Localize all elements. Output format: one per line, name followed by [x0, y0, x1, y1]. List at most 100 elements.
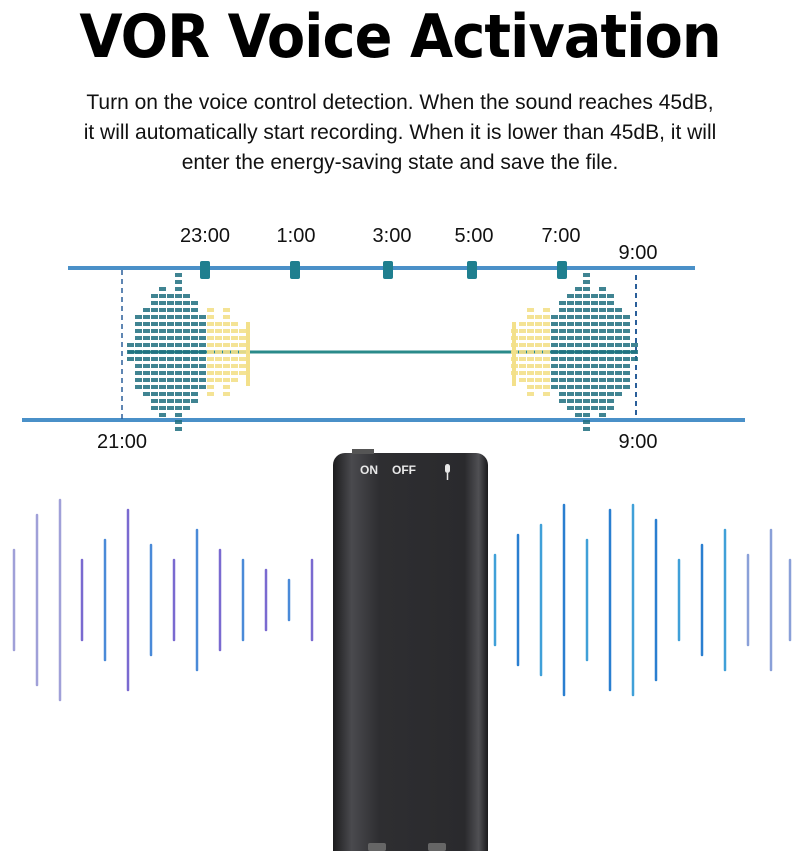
equalizer-segment [223, 357, 230, 361]
equalizer-segment [183, 308, 190, 312]
equalizer-segment [567, 308, 574, 312]
equalizer-segment [199, 378, 206, 382]
equalizer-segment [207, 357, 214, 361]
equalizer-segment [527, 378, 534, 382]
equalizer-segment [615, 378, 622, 382]
equalizer-segment [151, 371, 158, 375]
equalizer-segment [567, 322, 574, 326]
equalizer-segment [143, 378, 150, 382]
equalizer-segment [143, 322, 150, 326]
equalizer-segment [175, 350, 182, 354]
top-label: 7:00 [542, 225, 581, 247]
equalizer-segment [559, 385, 566, 389]
equalizer-segment [615, 315, 622, 319]
equalizer-segment [583, 294, 590, 298]
equalizer-segment [159, 399, 166, 403]
equalizer-segment [199, 357, 206, 361]
equalizer-segment [159, 301, 166, 305]
equalizer-segment [527, 336, 534, 340]
equalizer-segment [567, 336, 574, 340]
equalizer-segment [175, 399, 182, 403]
equalizer-segment [175, 301, 182, 305]
equalizer-segment [135, 315, 142, 319]
equalizer-segment [559, 308, 566, 312]
equalizer-segment [183, 350, 190, 354]
equalizer-segment [559, 371, 566, 375]
equalizer-segment [231, 336, 238, 340]
timeline-tick [557, 261, 567, 279]
equalizer-segment [151, 399, 158, 403]
equalizer-segment [239, 357, 246, 361]
equalizer-segment [535, 378, 542, 382]
equalizer-segment [167, 322, 174, 326]
equalizer-segment [231, 378, 238, 382]
equalizer-segment [591, 308, 598, 312]
equalizer-segment [583, 378, 590, 382]
equalizer-segment [159, 378, 166, 382]
equalizer-segment [591, 392, 598, 396]
equalizer-segment [135, 350, 142, 354]
equalizer-segment [167, 315, 174, 319]
equalizer-segment [239, 350, 246, 354]
equalizer-segment [175, 308, 182, 312]
equalizer-segment [543, 392, 550, 396]
equalizer-segment [143, 350, 150, 354]
equalizer-segment [591, 315, 598, 319]
equalizer-segment [527, 322, 534, 326]
equalizer-segment [143, 308, 150, 312]
equalizer-segment [183, 399, 190, 403]
equalizer-segment [527, 385, 534, 389]
equalizer-segment [543, 357, 550, 361]
equalizer-segment [551, 385, 558, 389]
equalizer-segment [143, 343, 150, 347]
equalizer-segment [151, 294, 158, 298]
equalizer-segment [527, 371, 534, 375]
equalizer-segment [599, 378, 606, 382]
equalizer-segment [535, 364, 542, 368]
equalizer-segment [175, 273, 182, 277]
equalizer-segment [591, 343, 598, 347]
equalizer-segment [551, 357, 558, 361]
equalizer-segment [623, 350, 630, 354]
equalizer-segment [143, 364, 150, 368]
equalizer-segment [231, 350, 238, 354]
equalizer-segment [551, 343, 558, 347]
top-label: 3:00 [373, 225, 412, 247]
equalizer-segment [175, 294, 182, 298]
equalizer-segment [159, 413, 166, 417]
equalizer-segment [543, 343, 550, 347]
equalizer-segment [183, 322, 190, 326]
equalizer-segment [591, 329, 598, 333]
equalizer-segment [127, 350, 134, 354]
equalizer-segment [559, 343, 566, 347]
equalizer-segment [591, 336, 598, 340]
equalizer-segment [535, 343, 542, 347]
equalizer-segment [591, 301, 598, 305]
equalizer-segment [223, 371, 230, 375]
equalizer-segment [551, 315, 558, 319]
equalizer-segment [135, 322, 142, 326]
equalizer-segment [607, 392, 614, 396]
equalizer-segment [591, 350, 598, 354]
equalizer-segment [143, 392, 150, 396]
equalizer-segment [151, 357, 158, 361]
equalizer-segment [519, 336, 526, 340]
equalizer-segment [591, 378, 598, 382]
equalizer-segment [583, 329, 590, 333]
equalizer-segment [615, 308, 622, 312]
equalizer-segment [607, 336, 614, 340]
equalizer-segment [183, 371, 190, 375]
equalizer-segment [151, 301, 158, 305]
equalizer-segment [175, 427, 182, 431]
equalizer-segment [159, 329, 166, 333]
equalizer-segment [591, 322, 598, 326]
equalizer-segment [167, 399, 174, 403]
equalizer-segment [599, 315, 606, 319]
equalizer-segment [199, 385, 206, 389]
equalizer-segment [599, 406, 606, 410]
equalizer-segment [151, 364, 158, 368]
equalizer-segment [591, 385, 598, 389]
equalizer-segment [239, 364, 246, 368]
equalizer-segment [199, 364, 206, 368]
description-line: enter the energy-saving state and save t… [181, 151, 619, 174]
